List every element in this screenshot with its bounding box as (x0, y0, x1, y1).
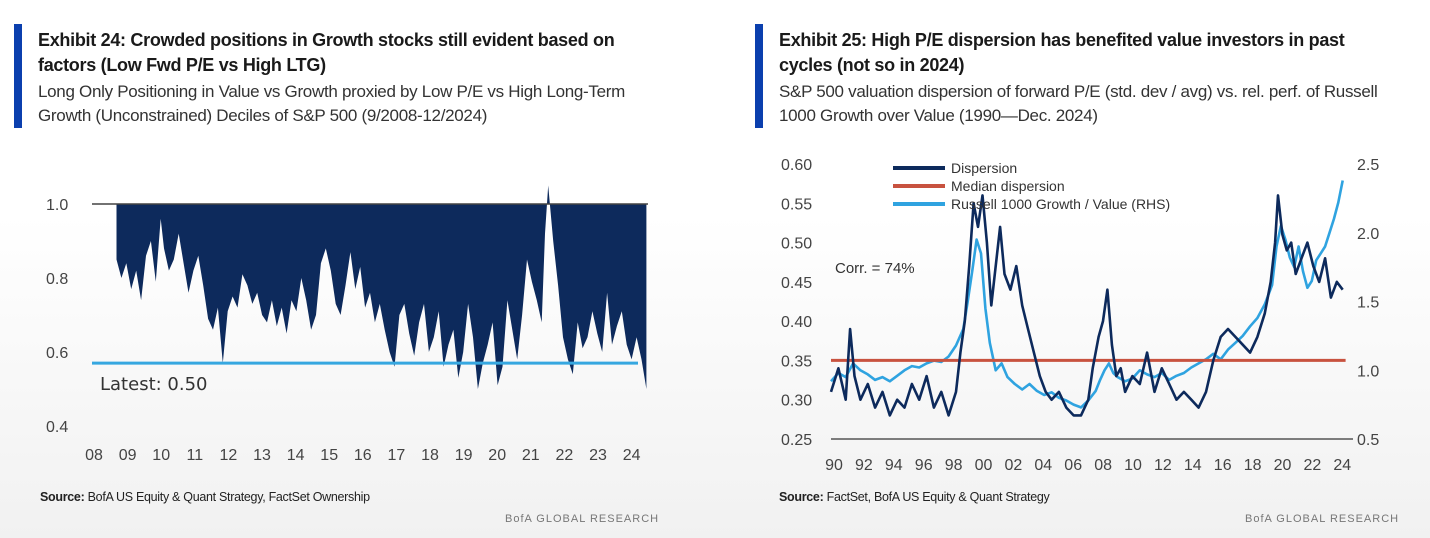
y-left-tick-label: 0.50 (781, 236, 812, 253)
y-right-tick-label: 1.0 (1357, 363, 1379, 380)
x-tick-label: 19 (455, 447, 473, 464)
x-tick-label: 94 (885, 457, 903, 474)
y-right-tick-label: 2.5 (1357, 157, 1379, 174)
x-tick-label: 08 (1094, 457, 1112, 474)
x-tick-label: 14 (287, 447, 305, 464)
y-left-tick-label: 0.55 (781, 196, 812, 213)
y-left-tick-label: 0.40 (781, 314, 812, 331)
x-tick-label: 23 (589, 447, 607, 464)
x-tick-label: 06 (1064, 457, 1082, 474)
x-tick-label: 24 (623, 447, 641, 464)
x-tick-label: 22 (1304, 457, 1322, 474)
x-tick-label: 98 (945, 457, 963, 474)
x-tick-label: 18 (1244, 457, 1262, 474)
accent-bar (14, 24, 22, 128)
x-tick-label: 15 (320, 447, 338, 464)
exhibit-title: Exhibit 25: High P/E dispersion has bene… (779, 30, 1345, 75)
legend: Dispersion Median dispersion Russell 1000 … (893, 160, 1170, 212)
x-tick-label: 92 (855, 457, 873, 474)
x-tick-label: 10 (152, 447, 170, 464)
series-lines (829, 180, 1346, 417)
x-tick-label: 21 (522, 447, 540, 464)
x-tick-label: 16 (354, 447, 372, 464)
y-left-tick-label: 0.45 (781, 275, 812, 292)
series-line (830, 180, 1344, 409)
footer-brand: BofA GLOBAL RESEARCH (1245, 513, 1400, 523)
x-tick-label: 02 (1005, 457, 1023, 474)
dispersion-line-chart: 0.25 0.30 0.35 0.40 0.45 0.50 0.55 0.60 0.5 1.0 1… (781, 157, 1379, 474)
source-label: Source: (779, 490, 824, 504)
y-right-tick-label: 2.0 (1357, 226, 1379, 243)
x-tick-label: 08 (85, 447, 103, 464)
y-left-tick-label: 0.35 (781, 353, 812, 370)
x-axis: 90 92 94 96 98 00 02 04 06 08 10 12 14 16 18 20 22 24 (825, 457, 1351, 474)
x-tick-label: 18 (421, 447, 439, 464)
y-left-tick-label: 0.25 (781, 432, 812, 449)
x-tick-label: 12 (1154, 457, 1172, 474)
x-tick-label: 12 (220, 447, 238, 464)
x-tick-label: 09 (119, 447, 137, 464)
exhibit-subtitle: Long Only Positioning in Value vs Growth… (38, 82, 626, 125)
x-tick-label: 20 (1274, 457, 1292, 474)
legend-label: Median dispersion (951, 178, 1065, 194)
x-tick-label: 04 (1034, 457, 1052, 474)
x-tick-label: 11 (186, 447, 203, 464)
x-tick-label: 16 (1214, 457, 1232, 474)
x-tick-label: 13 (253, 447, 271, 464)
footer-brand: BofA GLOBAL RESEARCH (505, 513, 660, 523)
x-tick-label: 17 (388, 447, 406, 464)
source-note: Source: FactSet, BofA US Equity & Quant … (779, 490, 1050, 504)
x-tick-label: 24 (1333, 457, 1351, 474)
exhibit-subtitle: S&P 500 valuation dispersion of forward … (779, 82, 1378, 125)
positioning-area (116, 185, 647, 389)
y-left-tick-label: 0.30 (781, 393, 812, 410)
legend-label: Dispersion (951, 160, 1017, 176)
latest-label: Latest: 0.50 (100, 374, 208, 395)
source-text: FactSet, BofA US Equity & Quant Strategy (823, 490, 1050, 504)
exhibit-title: Exhibit 24: Crowded positions in Growth … (38, 30, 615, 75)
legend-label: Russell 1000 Growth / Value (RHS) (951, 196, 1170, 212)
source-label: Source: (40, 490, 85, 504)
accent-bar (755, 24, 763, 128)
exhibit-25-panel: Exhibit 25: High P/E dispersion has bene… (745, 0, 1430, 538)
source-note: Source: BofA US Equity & Quant Strategy,… (40, 490, 370, 504)
x-tick-label: 20 (488, 447, 506, 464)
x-tick-label: 22 (556, 447, 574, 464)
y-axis-right: 0.5 1.0 1.5 2.0 2.5 (1357, 157, 1379, 449)
y-right-tick-label: 0.5 (1357, 432, 1379, 449)
y-tick-label: 0.4 (46, 419, 68, 436)
y-right-tick-label: 1.5 (1357, 295, 1379, 312)
source-text: BofA US Equity & Quant Strategy, FactSet… (84, 490, 370, 504)
positioning-area-chart: 0.4 0.6 0.8 1.0 Latest: 0.50 08 09 10 11 12 13 14… (46, 185, 648, 464)
y-tick-label: 0.8 (46, 271, 68, 288)
x-tick-label: 00 (975, 457, 993, 474)
y-axis: 0.4 0.6 0.8 1.0 (46, 197, 68, 436)
y-tick-label: 1.0 (46, 197, 68, 214)
x-axis: 08 09 10 11 12 13 14 15 16 17 18 19 20 21 22 23 24 (85, 447, 640, 464)
y-left-tick-label: 0.60 (781, 157, 812, 174)
correlation-annotation: Corr. = 74% (835, 260, 915, 277)
y-tick-label: 0.6 (46, 345, 68, 362)
exhibit-24-panel: Exhibit 24: Crowded positions in Growth … (0, 0, 700, 538)
series-line (829, 194, 1344, 417)
x-tick-label: 10 (1124, 457, 1142, 474)
x-tick-label: 90 (825, 457, 843, 474)
x-tick-label: 14 (1184, 457, 1202, 474)
y-axis-left: 0.25 0.30 0.35 0.40 0.45 0.50 0.55 0.60 (781, 157, 812, 449)
x-tick-label: 96 (915, 457, 933, 474)
